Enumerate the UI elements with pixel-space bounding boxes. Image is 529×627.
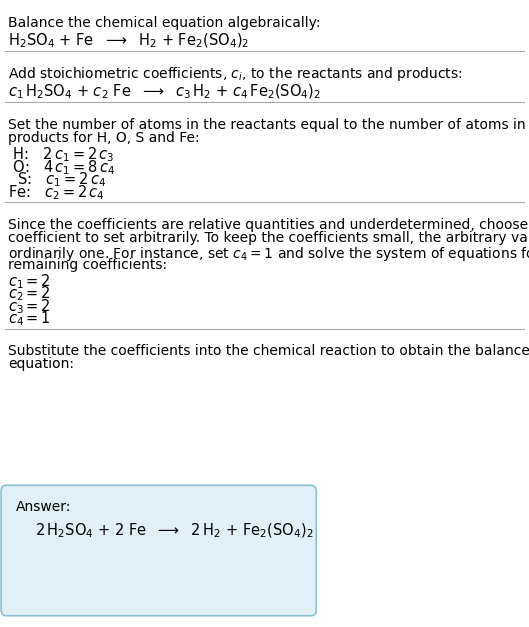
Text: products for H, O, S and Fe:: products for H, O, S and Fe: (8, 131, 199, 145)
Text: H:   $2\,c_1 = 2\,c_3$: H: $2\,c_1 = 2\,c_3$ (8, 145, 114, 164)
Text: remaining coefficients:: remaining coefficients: (8, 258, 167, 271)
Text: Answer:: Answer: (16, 500, 71, 514)
Text: $c_4 = 1$: $c_4 = 1$ (8, 310, 51, 329)
Text: Set the number of atoms in the reactants equal to the number of atoms in the: Set the number of atoms in the reactants… (8, 118, 529, 132)
Text: $c_3 = 2$: $c_3 = 2$ (8, 297, 51, 316)
Text: Since the coefficients are relative quantities and underdetermined, choose a: Since the coefficients are relative quan… (8, 218, 529, 232)
FancyBboxPatch shape (1, 485, 316, 616)
Text: $c_1\,\mathregular{H_2SO_4}$ + $c_2$ Fe  $\longrightarrow$  $c_3\,\mathregular{H: $c_1\,\mathregular{H_2SO_4}$ + $c_2$ Fe … (8, 83, 321, 101)
Text: $c_2 = 2$: $c_2 = 2$ (8, 285, 51, 303)
Text: $\mathregular{H_2SO_4}$ + Fe  $\longrightarrow$  $\mathregular{H_2}$ + $\mathreg: $\mathregular{H_2SO_4}$ + Fe $\longright… (8, 31, 249, 50)
Text: Substitute the coefficients into the chemical reaction to obtain the balanced: Substitute the coefficients into the che… (8, 344, 529, 357)
Text: equation:: equation: (8, 357, 74, 371)
Text: Fe:   $c_2 = 2\,c_4$: Fe: $c_2 = 2\,c_4$ (8, 183, 105, 202)
Text: ordinarily one. For instance, set $c_4 = 1$ and solve the system of equations fo: ordinarily one. For instance, set $c_4 =… (8, 245, 529, 263)
Text: $2\,\mathregular{H_2SO_4}$ + 2 Fe  $\longrightarrow$  $2\,\mathregular{H_2}$ + $: $2\,\mathregular{H_2SO_4}$ + 2 Fe $\long… (35, 522, 314, 540)
Text: S:   $c_1 = 2\,c_4$: S: $c_1 = 2\,c_4$ (8, 171, 106, 189)
Text: $c_1 = 2$: $c_1 = 2$ (8, 272, 51, 291)
Text: Add stoichiometric coefficients, $c_i$, to the reactants and products:: Add stoichiometric coefficients, $c_i$, … (8, 65, 462, 83)
Text: Balance the chemical equation algebraically:: Balance the chemical equation algebraica… (8, 16, 321, 30)
Text: O:   $4\,c_1 = 8\,c_4$: O: $4\,c_1 = 8\,c_4$ (8, 158, 115, 177)
Text: coefficient to set arbitrarily. To keep the coefficients small, the arbitrary va: coefficient to set arbitrarily. To keep … (8, 231, 529, 245)
